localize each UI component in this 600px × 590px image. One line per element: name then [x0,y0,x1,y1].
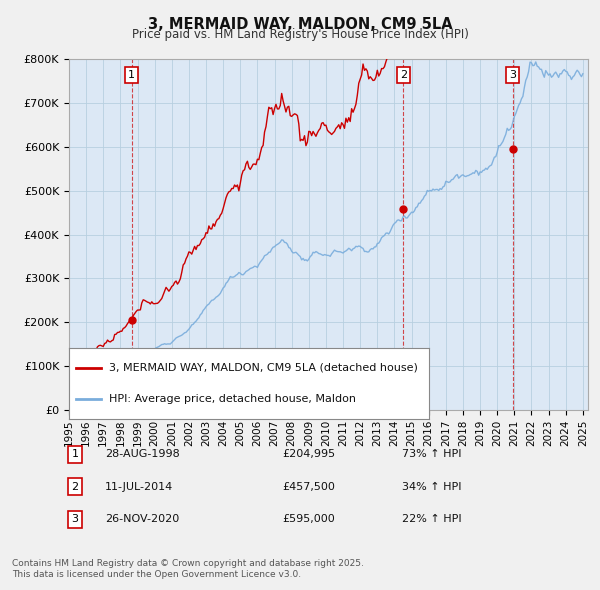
Text: 1: 1 [71,450,79,459]
Text: 2: 2 [71,482,79,491]
Text: 3: 3 [509,70,516,80]
Text: £457,500: £457,500 [282,482,335,491]
Text: Price paid vs. HM Land Registry's House Price Index (HPI): Price paid vs. HM Land Registry's House … [131,28,469,41]
Text: 34% ↑ HPI: 34% ↑ HPI [402,482,461,491]
Text: 73% ↑ HPI: 73% ↑ HPI [402,450,461,459]
Text: 3, MERMAID WAY, MALDON, CM9 5LA (detached house): 3, MERMAID WAY, MALDON, CM9 5LA (detache… [109,363,418,373]
Text: 11-JUL-2014: 11-JUL-2014 [105,482,173,491]
Text: 2: 2 [400,70,407,80]
Text: 22% ↑ HPI: 22% ↑ HPI [402,514,461,524]
Text: HPI: Average price, detached house, Maldon: HPI: Average price, detached house, Mald… [109,394,356,404]
Text: 3: 3 [71,514,79,524]
Text: Contains HM Land Registry data © Crown copyright and database right 2025.: Contains HM Land Registry data © Crown c… [12,559,364,568]
Text: 1: 1 [128,70,135,80]
Text: 28-AUG-1998: 28-AUG-1998 [105,450,180,459]
Text: 26-NOV-2020: 26-NOV-2020 [105,514,179,524]
Text: 3, MERMAID WAY, MALDON, CM9 5LA: 3, MERMAID WAY, MALDON, CM9 5LA [148,17,452,31]
Text: This data is licensed under the Open Government Licence v3.0.: This data is licensed under the Open Gov… [12,571,301,579]
Text: £595,000: £595,000 [282,514,335,524]
Text: £204,995: £204,995 [282,450,335,459]
